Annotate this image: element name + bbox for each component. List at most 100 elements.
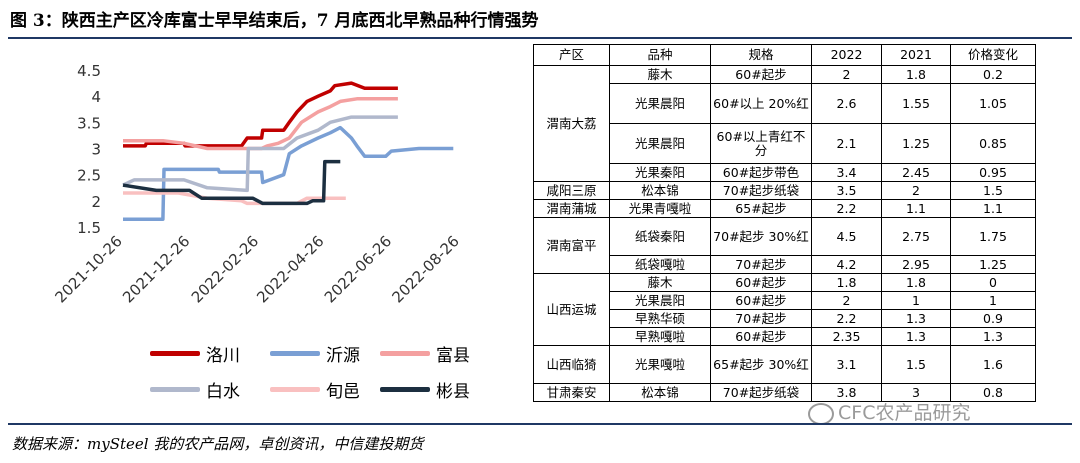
header-cell: 价格变化: [950, 44, 1036, 66]
spec-cell: 60#起步: [710, 327, 812, 346]
legend-swatch: [150, 350, 200, 356]
spec-cell: 70#起步: [710, 309, 812, 328]
legend-label: 洛川: [206, 345, 240, 366]
table-row: 光果晨阳 60#起步 2 1 1: [534, 291, 1036, 310]
price-change-cell: 0.8: [950, 383, 1036, 402]
price-table: 产区 品种 规格 2022 2021 价格变化 渭南大荔 藤木 60#起步 2 …: [533, 44, 1036, 402]
variety-cell: 光果秦阳: [609, 163, 711, 182]
x-tick-label: 2022-04-26: [253, 232, 327, 306]
legend-item: 彬县: [380, 378, 470, 402]
table-row: 咸阳三原 松本锦 70#起步纸袋 3.5 2 1.5: [533, 181, 1036, 200]
price-2021-cell: 2.95: [881, 255, 951, 274]
series-line-沂源: [123, 125, 454, 221]
price-2022-cell: 3.8: [811, 383, 882, 402]
variety-cell: 光果晨阳: [609, 83, 711, 124]
table-row: 渭南大荔 藤木 60#起步 2 1.8 0.2: [533, 65, 1036, 182]
variety-cell: 光果青嘎啦: [609, 199, 711, 218]
price-2022-cell: 2: [811, 65, 882, 84]
price-change-cell: 1.05: [950, 83, 1036, 124]
price-2022-cell: 4.2: [811, 255, 882, 274]
legend-label: 沂源: [326, 345, 360, 366]
price-change-cell: 1: [950, 291, 1036, 310]
y-tick-label: 2.5: [77, 167, 101, 185]
wechat-icon: [808, 402, 834, 425]
series-line-彬县: [122, 159, 341, 206]
legend-swatch: [270, 350, 320, 356]
price-change-cell: 1.5: [950, 181, 1036, 200]
region-cell: 咸阳三原: [533, 181, 610, 200]
price-2021-cell: 1.3: [881, 327, 951, 346]
legend-swatch: [270, 386, 320, 392]
watermark: CFC农产品研究: [808, 398, 970, 425]
price-2021-cell: 1.5: [881, 345, 951, 384]
y-tick-label: 4: [91, 88, 101, 106]
price-2021-cell: 1.3: [881, 309, 951, 328]
price-2022-cell: 2.6: [811, 83, 882, 124]
price-2021-cell: 2: [881, 181, 951, 200]
price-2022-cell: 3.1: [811, 345, 882, 384]
watermark-text: CFC农产品研究: [838, 402, 971, 424]
x-tick-label: 2021-12-26: [119, 232, 193, 306]
legend-label: 彬县: [436, 381, 470, 402]
series-line-富县: [123, 97, 398, 151]
legend-swatch: [150, 386, 200, 392]
price-2021-cell: 1.1: [881, 199, 951, 218]
region-cell: 山西临猗: [533, 345, 610, 384]
table-row: 光果晨阳 60#以上 20%红 2.6 1.55 1.05: [534, 83, 1036, 124]
table-header-row: 产区 品种 规格 2022 2021 价格变化: [533, 44, 1036, 66]
legend-item: 洛川: [150, 342, 240, 366]
spec-cell: 70#起步: [710, 255, 812, 274]
x-tick-label: 2022-02-26: [188, 232, 262, 306]
price-change-cell: 0.9: [950, 309, 1036, 328]
y-tick-label: 2: [91, 193, 101, 211]
spec-cell: 60#以上青红不分: [710, 123, 812, 164]
legend-item: 沂源: [270, 342, 360, 366]
spec-cell: 60#起步带色: [710, 163, 812, 182]
price-2022-cell: 1.8: [811, 273, 882, 292]
price-2021-cell: 1.8: [881, 65, 951, 84]
header-cell: 2021: [881, 44, 951, 66]
price-change-cell: 0: [950, 273, 1036, 292]
header-cell: 2022: [811, 44, 882, 66]
price-2021-cell: 3: [881, 383, 951, 402]
price-2022-cell: 2.1: [811, 123, 882, 164]
price-2021-cell: 2.75: [881, 217, 951, 256]
variety-cell: 早熟嘎啦: [609, 327, 711, 346]
table-row: 渭南蒲城 光果青嘎啦 65#起步 2.2 1.1 1.1: [533, 199, 1036, 218]
spec-cell: 60#以上 20%红: [710, 83, 812, 124]
variety-cell: 光果晨阳: [609, 123, 711, 164]
legend-label: 白水: [206, 381, 240, 402]
x-tick-label: 2022-08-26: [388, 232, 462, 306]
table-row: 光果晨阳 60#以上青红不分 2.1 1.25 0.85: [534, 123, 1036, 164]
variety-cell: 纸袋秦阳: [609, 217, 711, 256]
price-2021-cell: 1.25: [881, 123, 951, 164]
line-chart: 1.522.533.544.5 2021-10-262021-12-262022…: [51, 62, 462, 306]
plot-lines: [122, 81, 454, 221]
legend-item: 富县: [380, 342, 470, 366]
spec-cell: 65#起步 30%红: [710, 345, 812, 384]
y-axis: 1.5 2 2.5 3 3.5 4 4.5: [77, 62, 101, 237]
price-2022-cell: 2.2: [811, 199, 882, 218]
region-cell: 甘肃秦安: [533, 383, 610, 402]
y-tick-label: 1.5: [77, 219, 101, 237]
top-rule: [8, 37, 1072, 39]
spec-cell: 70#起步 30%红: [710, 217, 812, 256]
table-row: 早熟嘎啦 60#起步 2.35 1.3 1.3: [534, 327, 1036, 346]
price-2022-cell: 2: [811, 291, 882, 310]
spec-cell: 60#起步: [710, 291, 812, 310]
spec-cell: 60#起步: [710, 65, 812, 84]
price-change-cell: 1.75: [950, 217, 1036, 256]
price-change-cell: 0.95: [950, 163, 1036, 182]
series-line-白水: [122, 115, 398, 193]
price-2022-cell: 3.4: [811, 163, 882, 182]
variety-cell: 光果嘎啦: [609, 345, 711, 384]
region-cell: 渭南富平: [533, 217, 610, 274]
series-line-洛川: [123, 81, 398, 148]
table-row: 甘肃秦安 松本锦 70#起步纸袋 3.8 3 0.8: [533, 383, 1036, 402]
legend-item: 旬邑: [270, 378, 360, 402]
price-2021-cell: 2.45: [881, 163, 951, 182]
x-tick-label: 2021-10-26: [51, 232, 125, 306]
header-cell: 品种: [609, 44, 711, 66]
x-tick-label: 2022-06-26: [321, 232, 395, 306]
legend-label: 富县: [436, 345, 470, 366]
